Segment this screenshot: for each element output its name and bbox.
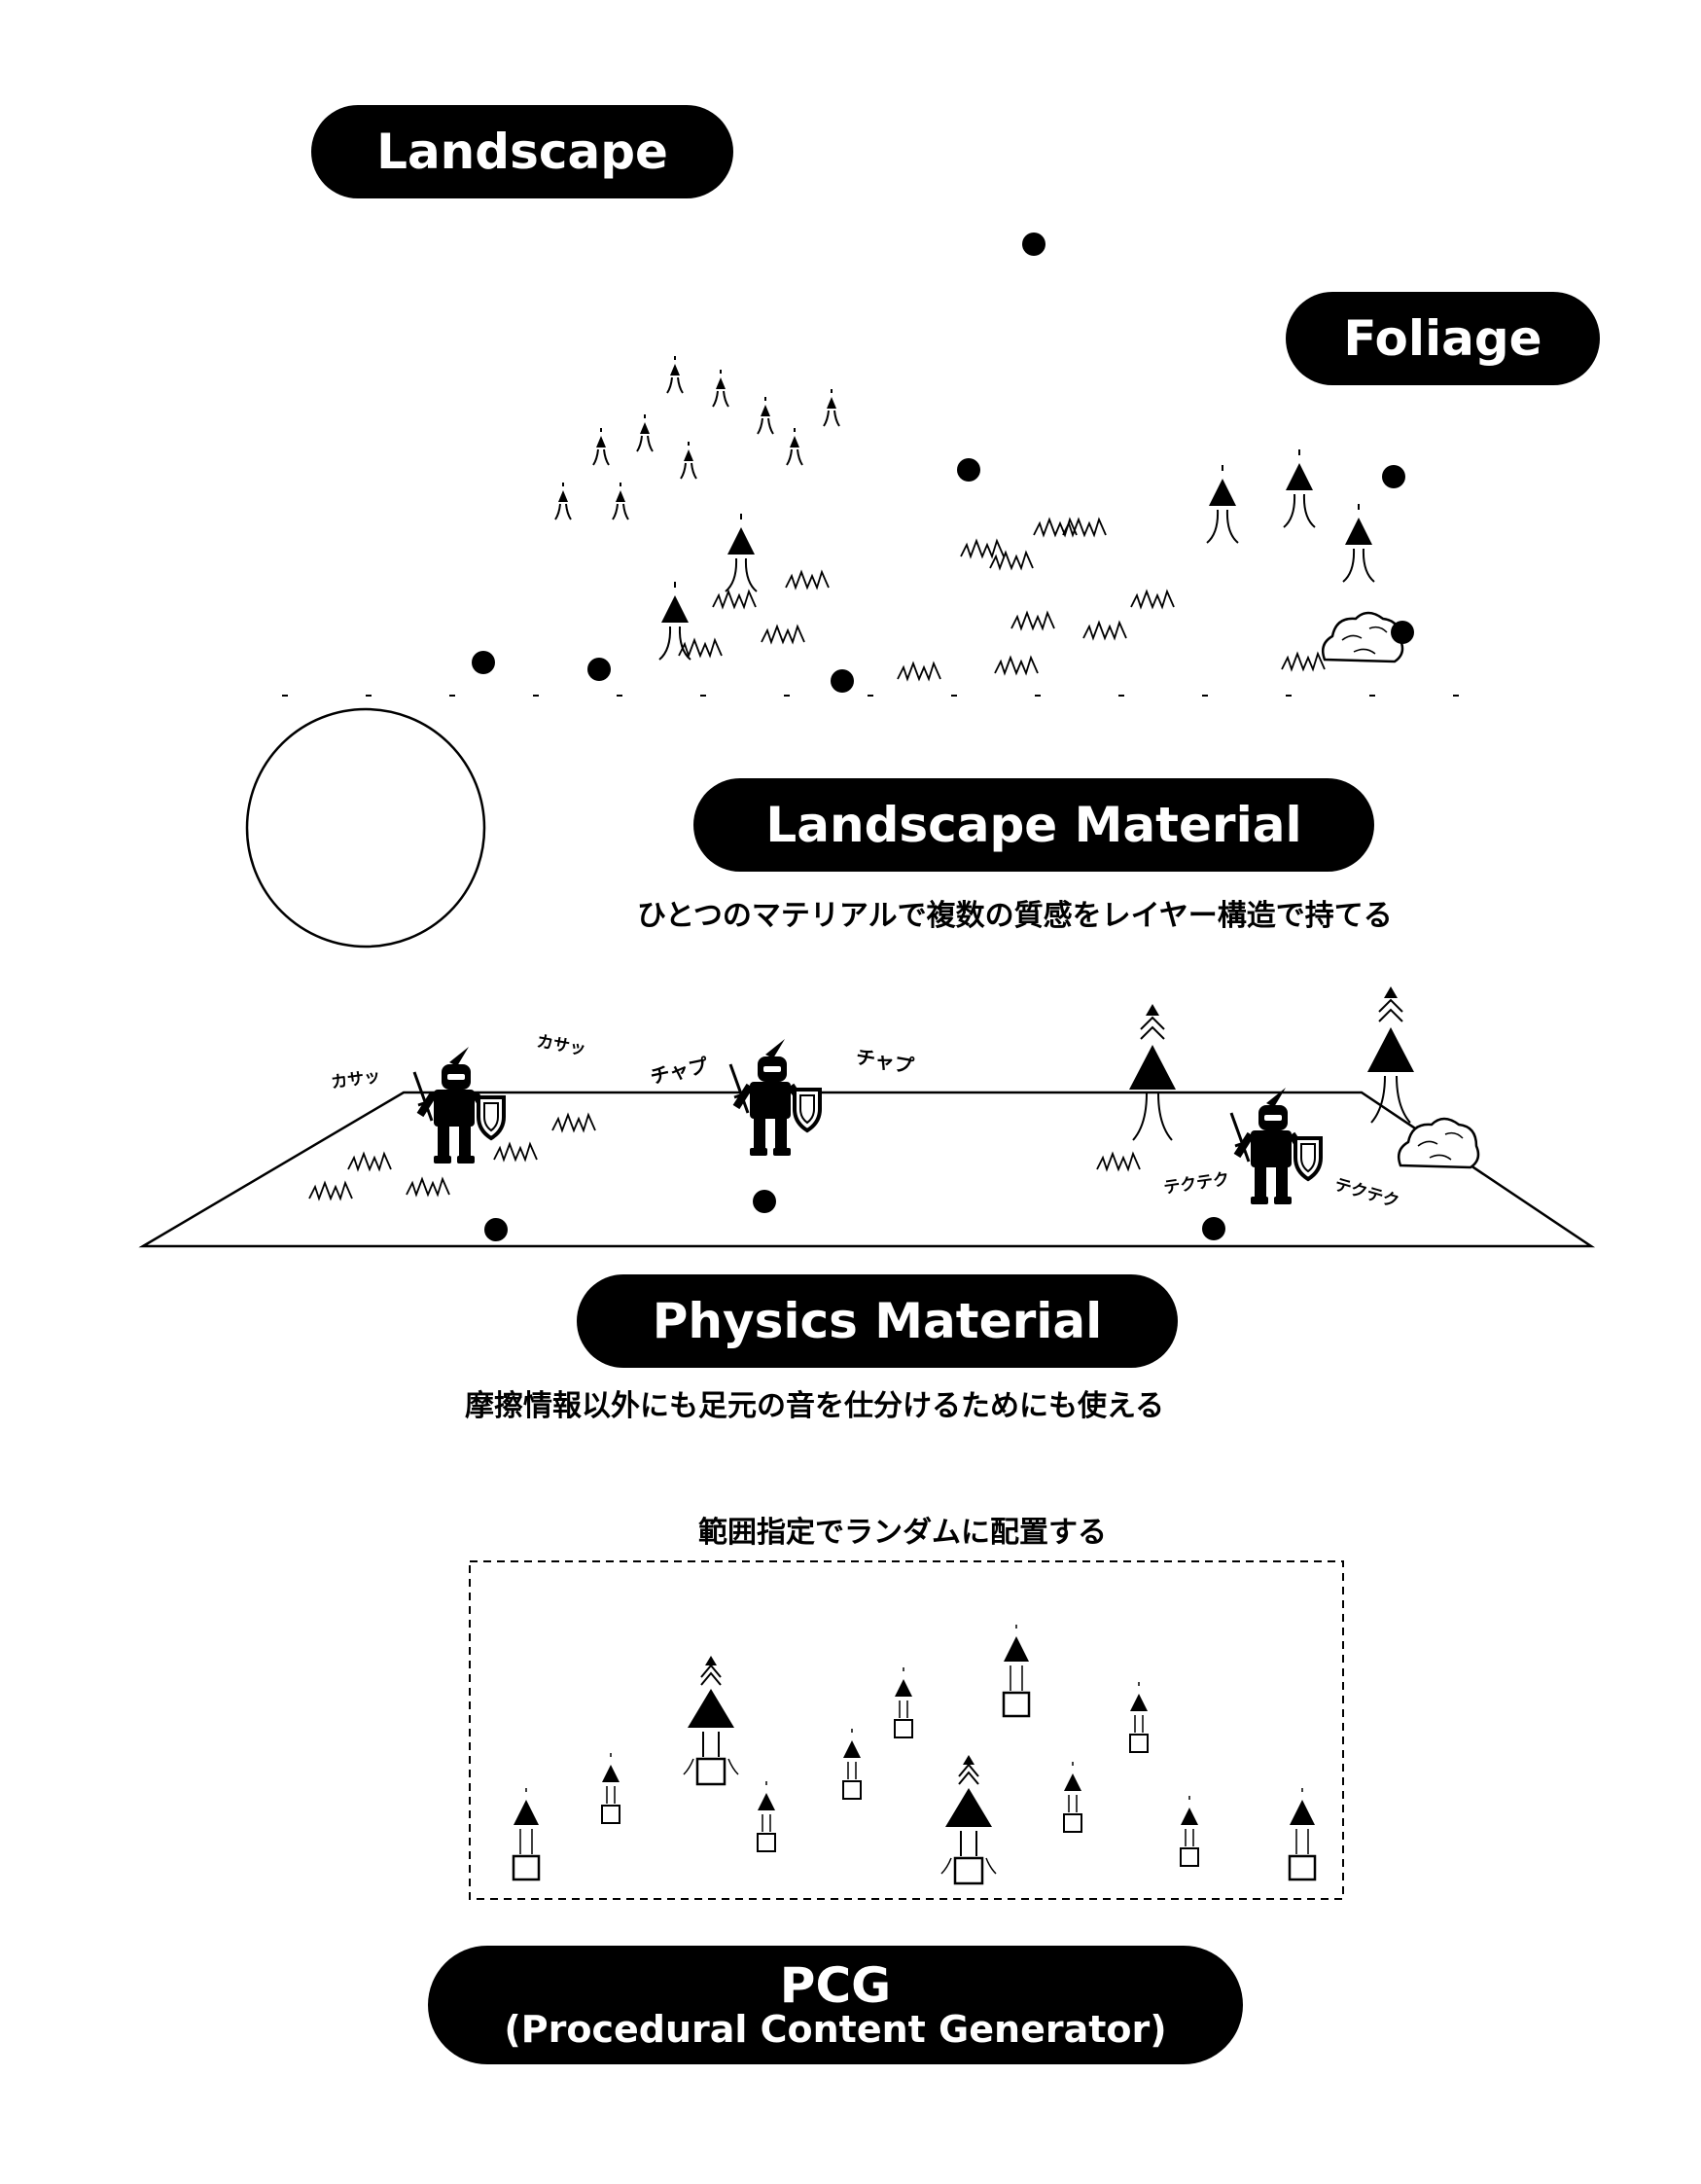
physics-material-title: Physics Material	[652, 1293, 1103, 1349]
landscape-material-title: Landscape Material	[765, 797, 1302, 853]
pcg-subtitle: (Procedural Content Generator)	[504, 2008, 1167, 2052]
pcg-title: PCG	[779, 1956, 892, 2014]
plot-points	[472, 233, 1414, 693]
pcg-caption: 範囲指定でランダムに配置する	[698, 1516, 1107, 1550]
small-trees	[554, 355, 840, 520]
landscape-label: Landscape	[311, 105, 733, 198]
rock	[1321, 611, 1404, 663]
physics-material-caption: 摩擦情報以外にも足元の音を仕分けるためにも使える	[465, 1389, 1165, 1423]
ground-plane	[138, 1091, 1596, 1248]
pcg-range-box	[469, 1560, 1344, 1900]
grass-tufts	[678, 519, 1326, 680]
material-sphere	[245, 707, 486, 949]
physics-material-label: Physics Material	[577, 1274, 1178, 1368]
pcg-scatter	[512, 1623, 1317, 1885]
landscape-title: Landscape	[376, 124, 668, 180]
landscape-scene	[282, 233, 1498, 697]
medium-trees	[658, 448, 1375, 661]
landscape-material-caption: ひとつのマテリアルで複数の質感をレイヤー構造で持てる	[637, 899, 1393, 933]
foliage-title: Foliage	[1343, 310, 1542, 367]
foliage-label: Foliage	[1286, 292, 1600, 385]
physics-scene	[138, 985, 1596, 1248]
landscape-material-label: Landscape Material	[693, 778, 1374, 872]
pcg-label: PCG (Procedural Content Generator)	[428, 1946, 1243, 2064]
plane-points	[484, 1190, 1225, 1241]
